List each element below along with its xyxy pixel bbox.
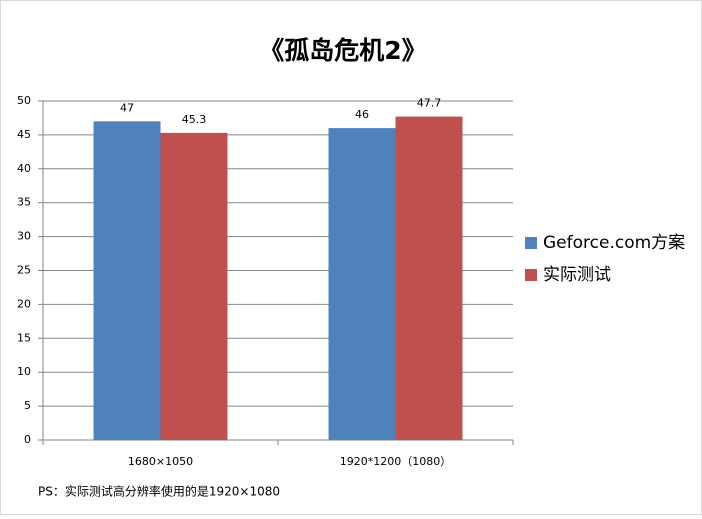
y-tick-label: 50	[17, 94, 31, 107]
bar	[395, 116, 463, 441]
y-tick-label: 10	[17, 365, 31, 378]
bar	[328, 128, 396, 440]
chart-title: 《孤岛危机2》	[259, 36, 426, 65]
x-tick-label: 1920*1200（1080）	[340, 455, 451, 468]
x-tick-label: 1680×1050	[128, 455, 193, 468]
data-label: 46	[355, 108, 369, 121]
legend-swatch	[525, 269, 537, 281]
y-tick-label: 20	[17, 297, 31, 310]
data-label: 45.3	[182, 113, 207, 126]
bar	[160, 132, 228, 440]
y-tick-label: 15	[17, 331, 31, 344]
data-label: 47	[120, 101, 134, 114]
y-tick-label: 0	[24, 433, 31, 446]
y-tick-label: 25	[17, 264, 31, 277]
legend-label: Geforce.com方案	[543, 233, 685, 253]
y-tick-label: 30	[17, 230, 31, 243]
y-tick-label: 40	[17, 162, 31, 175]
legend-label: 实际测试	[543, 265, 611, 285]
bar	[93, 121, 161, 440]
annotation: PS：实际测试高分辨率使用的是1920×1080	[38, 484, 280, 499]
y-tick-label: 35	[17, 196, 31, 209]
y-tick-label: 5	[24, 399, 31, 412]
y-tick-label: 45	[17, 128, 31, 141]
data-label: 47.7	[417, 97, 442, 110]
legend-swatch	[525, 237, 537, 249]
